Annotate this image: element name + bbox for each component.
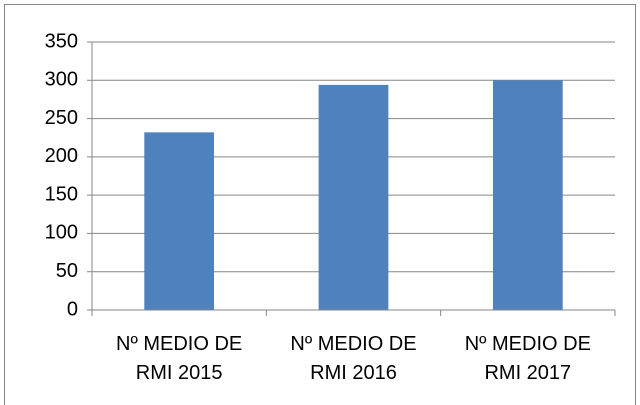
x-tick-label: Nº MEDIO DE RMI 2015: [116, 333, 243, 384]
y-tick-label: 0: [67, 298, 78, 320]
bar: [318, 84, 389, 310]
y-tick-label: 150: [45, 183, 78, 205]
y-tick-label: 50: [56, 260, 78, 282]
x-tick-label: Nº MEDIO DE RMI 2016: [290, 333, 417, 384]
y-tick-label: 300: [45, 69, 78, 91]
y-tick-label: 100: [45, 222, 78, 244]
y-tick-label: 250: [45, 107, 78, 129]
bar: [492, 80, 563, 311]
x-tick-label: Nº MEDIO DE RMI 2017: [464, 333, 591, 384]
bar: [144, 132, 215, 310]
y-tick-label: 200: [45, 145, 78, 167]
y-tick-label: 350: [45, 30, 78, 52]
